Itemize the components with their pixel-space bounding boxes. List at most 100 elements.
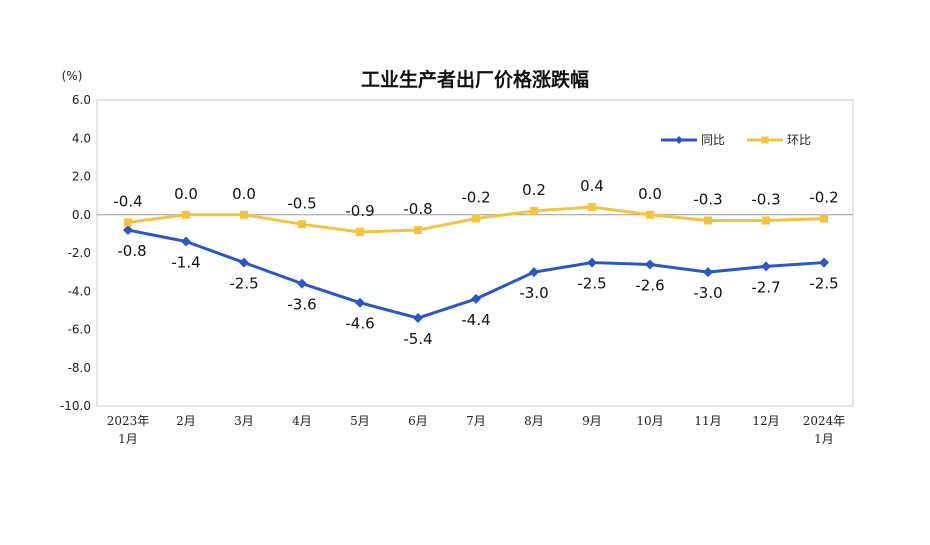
legend-label: 环比	[787, 133, 811, 147]
data-label-mom: -0.4	[113, 192, 142, 210]
y-tick-label: -10.0	[60, 399, 91, 413]
data-point-yoy	[819, 257, 829, 268]
data-point-mom	[182, 210, 190, 219]
data-point-mom	[588, 203, 596, 212]
data-point-mom	[646, 210, 654, 219]
legend-marker	[675, 136, 683, 144]
data-point-yoy	[123, 225, 133, 236]
data-label-yoy: -5.4	[403, 330, 432, 348]
data-point-yoy	[181, 236, 191, 247]
data-label-mom: 0.0	[232, 185, 256, 203]
data-label-mom: -0.3	[693, 190, 722, 208]
data-label-mom: -0.8	[403, 200, 432, 218]
x-tick-line: 7月	[466, 414, 486, 428]
x-tick-label: 4月	[292, 414, 312, 428]
x-tick-line: 4月	[292, 414, 312, 428]
data-label-yoy: -2.5	[809, 275, 838, 293]
x-tick-label: 10月	[636, 414, 663, 428]
y-tick-label: -2.0	[68, 246, 91, 260]
y-tick-label: 0.0	[72, 208, 91, 222]
data-label-yoy: -0.8	[117, 242, 146, 260]
x-tick-label: 8月	[524, 414, 544, 428]
data-point-yoy	[239, 257, 249, 268]
x-tick-line: 2023年	[107, 414, 150, 428]
x-axis: 2023年 1月 2月 3月 4月 5月 6月 7月 8月 9月 10月 11月 12月 2024年 1月	[107, 414, 846, 446]
legend-label: 同比	[701, 133, 725, 147]
data-label-mom: -0.2	[461, 189, 490, 207]
y-tick-label: -8.0	[68, 361, 91, 375]
data-point-mom	[240, 210, 248, 219]
data-point-yoy	[413, 313, 423, 324]
plot-frame	[96, 99, 854, 407]
x-tick-label: 3月	[234, 414, 254, 428]
data-point-yoy	[297, 278, 307, 289]
data-point-yoy	[587, 257, 597, 268]
x-tick-line: 9月	[582, 414, 602, 428]
data-label-yoy: -4.4	[461, 311, 490, 329]
data-label-yoy: -2.7	[751, 278, 780, 296]
x-tick-label: 7月	[466, 414, 486, 428]
data-label-mom: -0.3	[751, 190, 780, 208]
data-label-yoy: -2.5	[577, 275, 606, 293]
x-tick-line: 3月	[234, 414, 254, 428]
data-label-yoy: -3.6	[287, 296, 316, 314]
x-tick-label: 5月	[350, 414, 370, 428]
data-point-mom	[530, 206, 538, 215]
data-label-mom: -0.5	[287, 194, 316, 212]
data-label-yoy: -2.5	[229, 275, 258, 293]
data-point-yoy	[355, 297, 365, 308]
x-tick-line: 1月	[118, 432, 138, 446]
x-tick-line: 2月	[176, 414, 196, 428]
data-point-mom	[298, 220, 306, 229]
x-tick-line: 5月	[350, 414, 370, 428]
y-unit-label: (%)	[62, 69, 83, 83]
x-tick-label: 12月	[752, 414, 779, 428]
data-label-mom: 0.0	[174, 185, 198, 203]
data-label-yoy: -4.6	[345, 315, 374, 333]
data-label-mom: 0.4	[580, 177, 604, 195]
chart-title: 工业生产者出厂价格涨跌幅	[361, 68, 589, 91]
legend-marker	[761, 136, 769, 144]
data-label-mom: -0.2	[809, 189, 838, 207]
y-tick-label: -6.0	[68, 323, 91, 337]
y-axis: 6.0 4.0 2.0 0.0 -2.0 -4.0 -6.0 -8.0 -10.0	[60, 93, 91, 413]
x-tick-line: 12月	[752, 414, 779, 428]
data-label-mom: 0.0	[638, 185, 662, 203]
data-label-mom: -0.9	[345, 202, 374, 220]
x-tick-label: 11月	[694, 414, 721, 428]
x-tick-line: 1月	[814, 432, 834, 446]
legend: 同比 环比	[661, 133, 811, 147]
y-tick-label: 4.0	[72, 131, 91, 145]
data-point-yoy	[761, 261, 771, 272]
x-tick-label: 9月	[582, 414, 602, 428]
y-tick-label: 6.0	[72, 93, 91, 107]
data-point-mom	[124, 218, 132, 227]
data-point-mom	[414, 226, 422, 235]
data-point-yoy	[471, 293, 481, 304]
x-tick-label: 2月	[176, 414, 196, 428]
series-layer	[123, 203, 829, 324]
x-tick-line: 6月	[408, 414, 428, 428]
data-point-yoy	[529, 267, 539, 278]
y-tick-label: 2.0	[72, 170, 91, 184]
data-point-mom	[704, 216, 712, 225]
data-label-yoy: -3.0	[519, 284, 548, 302]
y-tick-label: -4.0	[68, 284, 91, 298]
x-tick-label: 6月	[408, 414, 428, 428]
data-label-yoy: -2.6	[635, 276, 664, 294]
data-point-mom	[356, 227, 364, 236]
x-tick-line: 11月	[694, 414, 721, 428]
x-tick-label: 2024年 1月	[803, 414, 846, 446]
data-label-mom: 0.2	[522, 181, 546, 199]
data-point-yoy	[645, 259, 655, 270]
data-labels: -0.8 -1.4 -2.5 -3.6 -4.6 -5.4 -4.4 -3.0 -2.5 -2.6…	[113, 177, 838, 348]
x-tick-line: 10月	[636, 414, 663, 428]
x-tick-line: 2024年	[803, 414, 846, 428]
data-point-mom	[762, 216, 770, 225]
data-point-yoy	[703, 267, 713, 278]
x-tick-label: 2023年 1月	[107, 414, 150, 446]
data-label-yoy: -1.4	[171, 254, 200, 272]
data-point-mom	[472, 214, 480, 223]
